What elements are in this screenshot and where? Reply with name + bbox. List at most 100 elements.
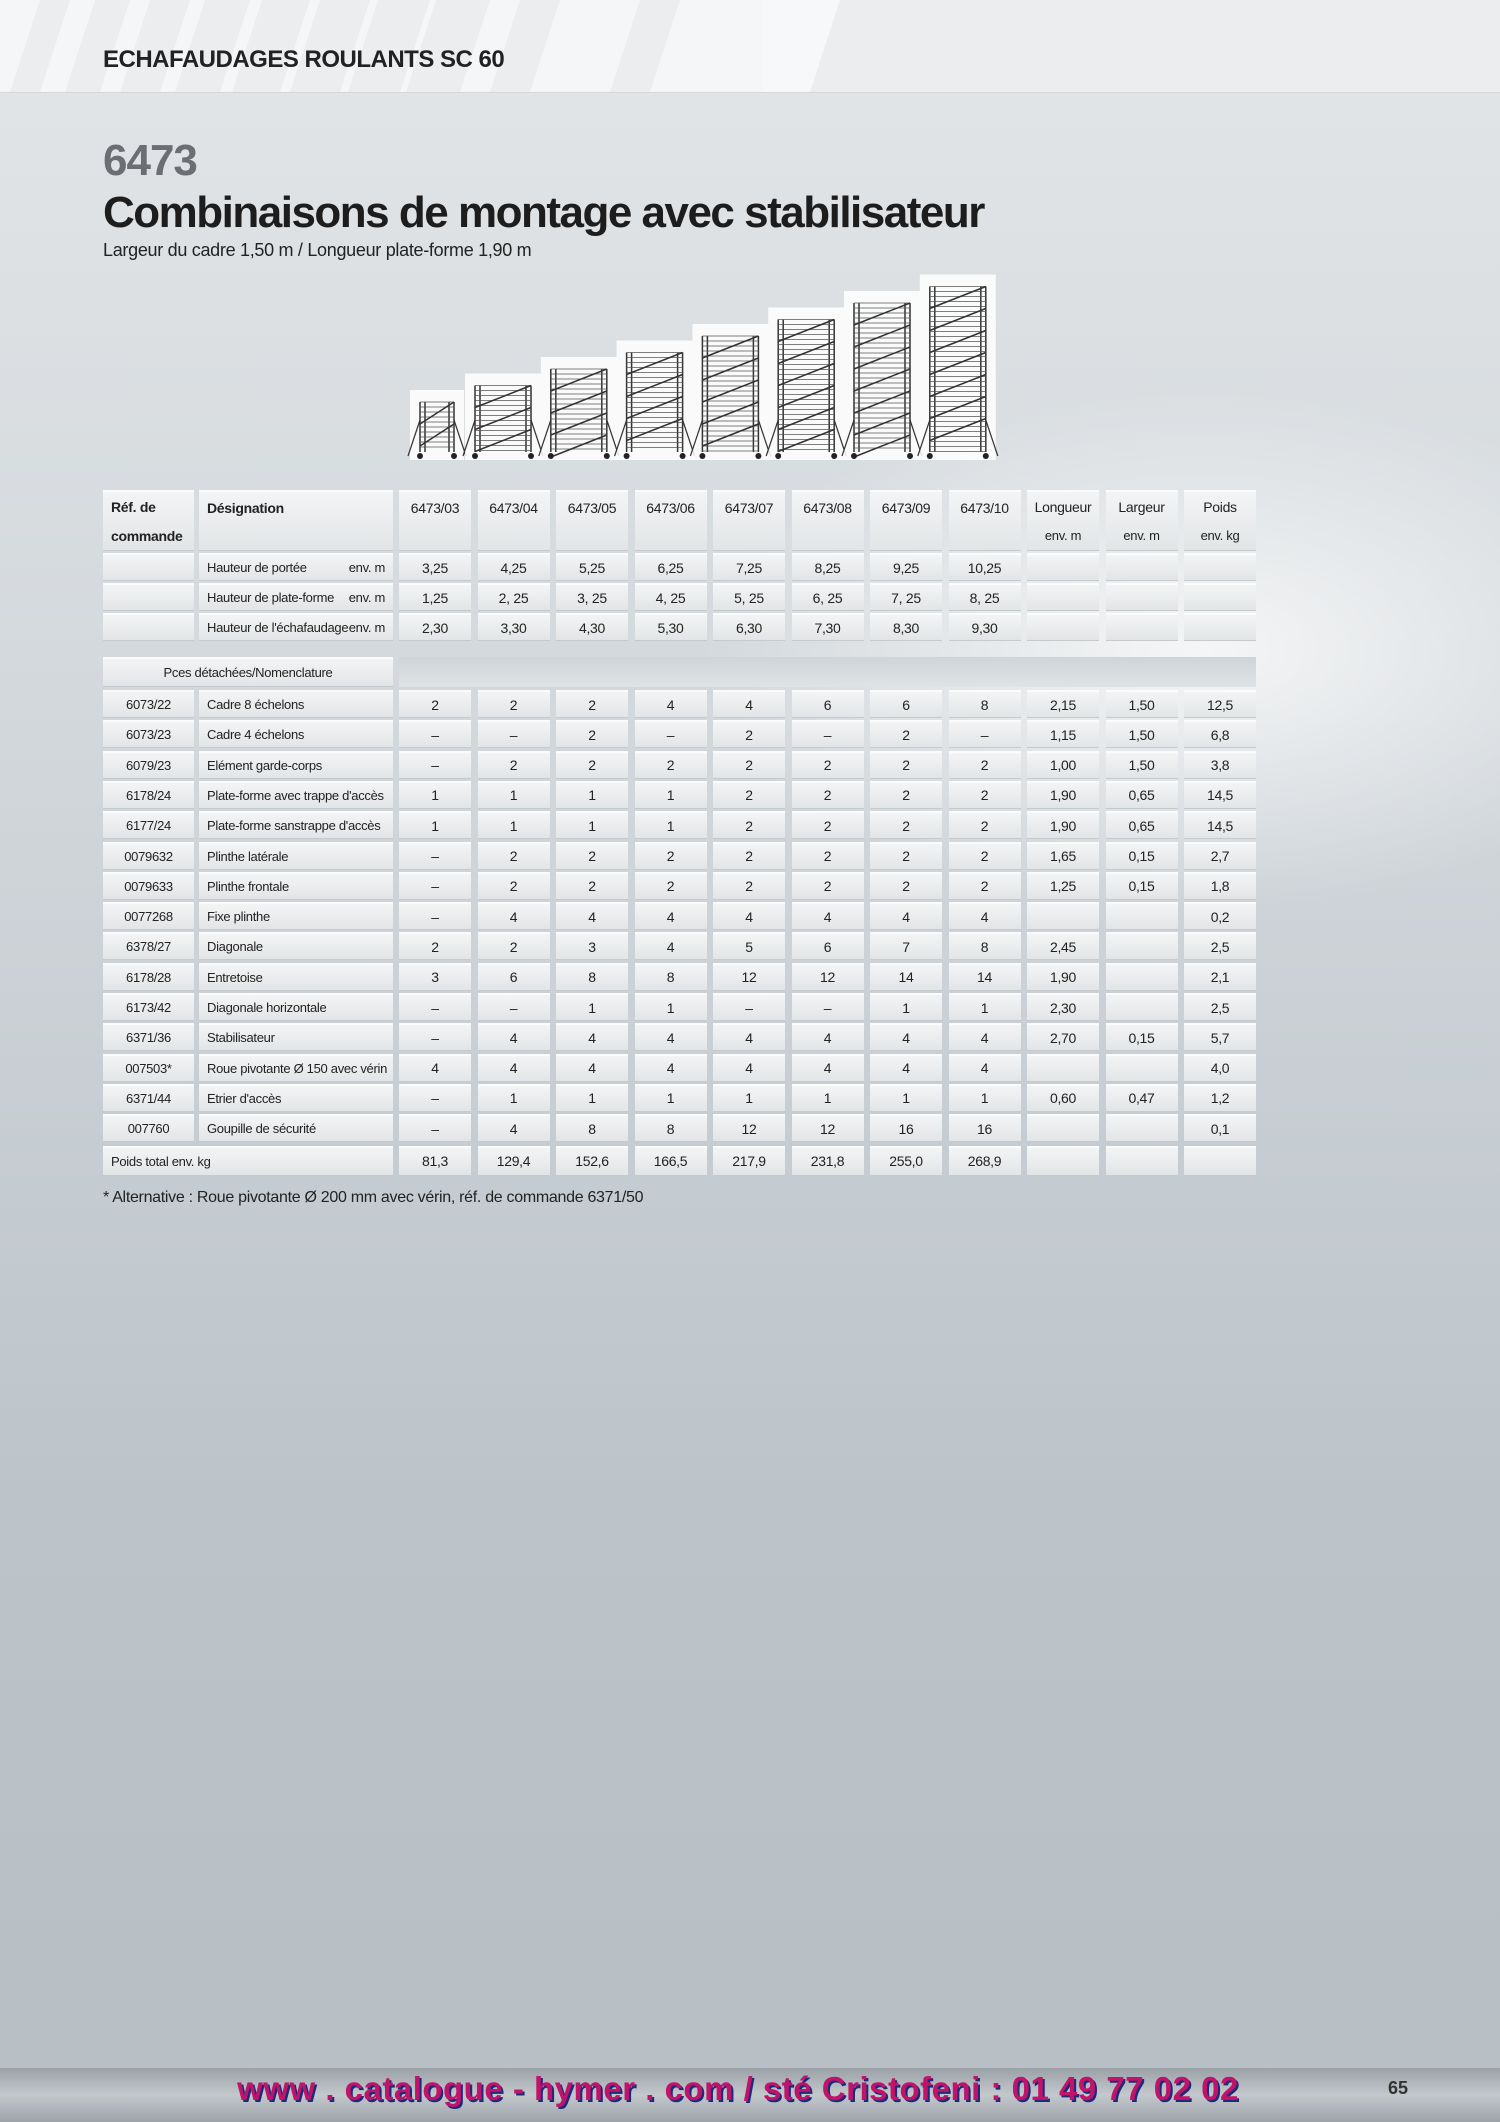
empty-cell [103,613,194,641]
table-cell: 1 [634,993,707,1021]
cell-value: 0,1 [1210,1120,1230,1137]
wheel [699,453,706,459]
name-cell: Roue pivotante Ø 150 avec vérin [199,1053,393,1082]
cell-value: 2 [588,878,596,895]
table-cell: 4 [477,1053,550,1082]
table-cell: 1,50 [1105,720,1178,749]
cell-value: 1 [823,1090,832,1107]
table-cell: 4 [556,902,628,931]
tower-brace [853,368,911,392]
tower-bg [692,324,769,460]
cell-value: 4 [745,1060,753,1077]
cell-value: – [431,757,439,774]
cell-value: 166,5 [653,1153,688,1169]
cell-value: 2 [980,787,989,804]
tower-brace [419,401,455,425]
ref-cell: 6378/27 [103,932,194,961]
tower-brace [777,318,835,343]
empty-cell [1027,583,1099,611]
cell-value: 6 [823,696,832,713]
table-cell: 2 [556,841,628,870]
part-name: Plinthe frontale [207,878,289,894]
cell-value: 4 [666,938,675,955]
table-cell: 5,25 [556,553,628,581]
height-label: Hauteur de plate-forme env. m [199,583,393,611]
wheel [907,453,913,459]
table-cell: 2 [713,811,785,840]
tower-brace [853,412,911,436]
table-cell: 2,1 [1184,962,1256,991]
cell-value: 6,25 [657,559,684,576]
cell-value: – [431,848,439,864]
table-cell: 2,30 [1027,993,1099,1021]
header-stripes [0,0,840,92]
table-cell: 2 [634,841,707,870]
table-cell: 1,50 [1105,750,1178,779]
table-cell: 4 [556,1023,628,1052]
product-subtitle: Largeur du cadre 1,50 m / Longueur plate… [103,240,532,260]
wheel [982,453,989,459]
cell-value: 6 [902,696,910,713]
cell-value: 4 [509,1029,518,1046]
tower-brace [419,423,455,447]
tower-brace [702,357,759,381]
cell-value: 0,2 [1210,908,1230,925]
cell-value: 2,30 [1049,999,1077,1016]
model-header: 6473/09 [870,490,942,551]
cell-value: 2,5 [1210,938,1230,955]
table-cell: 4 [634,1053,707,1082]
cell-value: 7,30 [814,619,841,636]
scaffold-tower [689,324,771,460]
cell-value: 4 [823,1060,832,1077]
section-title: ECHAFAUDAGES ROULANTS SC 60 [103,46,505,73]
cell-value: 7,25 [735,559,763,576]
cell-value: 6 [509,969,518,986]
stabilizer [689,419,703,457]
cell-value: 2 [902,848,910,864]
ref-cell: 0079633 [103,871,194,900]
cell-value: 2,15 [1049,696,1077,713]
row-label: Hauteur de l'échafaudage [207,620,349,635]
table-cell: 14 [870,962,942,991]
tower-brace [777,406,835,431]
table-cell: 2 [870,780,942,809]
cell-value: 8 [666,1120,675,1137]
table-cell: 8 [556,1114,628,1143]
cell-value: 12 [741,969,757,986]
table-cell: 8 [556,962,628,991]
table-cell: – [948,720,1021,749]
cell-value: 5 [745,938,753,955]
table-cell: 6,25 [634,553,707,581]
header-text: commande [111,527,183,544]
name-cell: Etrier d'accès [199,1083,393,1112]
cell-value: 2 [588,757,596,774]
table-cell: 2, 25 [477,583,550,611]
wheel [831,453,838,459]
parts-header: Pces détachées/Nomenclature [103,657,393,687]
cell-value: 1,50 [1128,757,1155,774]
name-cell: Entretoise [199,962,393,991]
parts-header-text: Pces détachées/Nomenclature [163,665,333,680]
tower-brace [929,307,987,332]
cell-value: – [823,726,832,743]
table-cell: 3,30 [477,613,550,641]
scaffold-tower [917,274,999,460]
tower-brace [853,434,911,458]
cell-value: 1,2 [1210,1090,1230,1107]
height-label: Hauteur de portée env. m [199,553,393,581]
table-cell: 8 [948,932,1021,961]
total-label: Poids total env. kg [103,1145,393,1176]
table-cell: 2 [477,932,550,961]
cell-value: 2 [902,726,910,743]
cell-value: 2,45 [1049,938,1077,955]
table-cell: – [791,993,864,1021]
table-cell: 7,30 [791,613,864,641]
table-cell: 2 [634,871,707,900]
tower-bg [844,291,920,460]
footer-url: www . catalogue - hymer . com / sté Cris… [237,2070,1239,2107]
table-cell: – [477,720,550,749]
cell-value: 1,90 [1049,787,1077,804]
part-ref: 0077268 [124,909,173,925]
model-header: 6473/07 [713,490,785,551]
name-cell: Goupille de sécurité [199,1114,393,1143]
